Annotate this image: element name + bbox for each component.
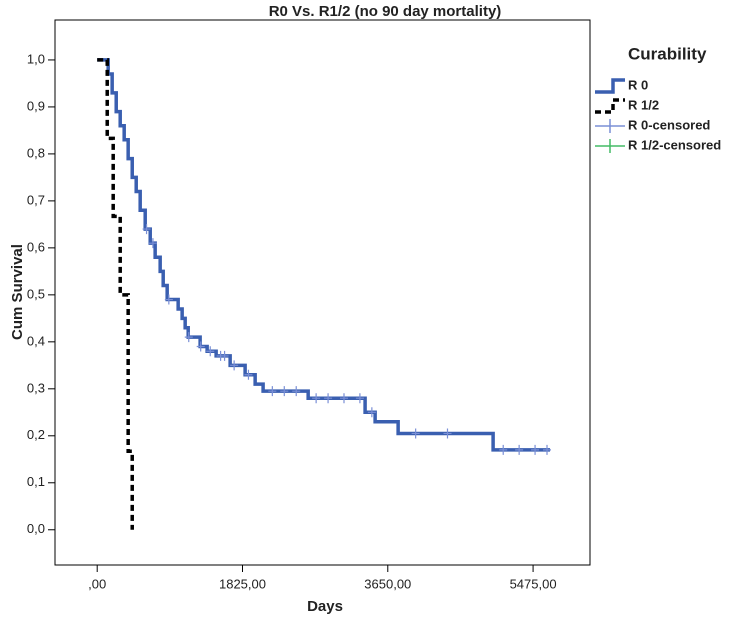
legend-swatch bbox=[595, 98, 625, 114]
legend-label: R 1/2 bbox=[628, 97, 659, 112]
legend-label: R 1/2-censored bbox=[628, 137, 721, 152]
y-tick-label: 0,8 bbox=[27, 145, 45, 160]
y-tick-label: 0,1 bbox=[27, 474, 45, 489]
legend-swatch bbox=[595, 139, 625, 153]
censor-mark bbox=[148, 238, 157, 249]
censor-mark bbox=[411, 428, 420, 439]
censor-mark bbox=[499, 444, 508, 455]
y-axis-label: Cum Survival bbox=[9, 244, 26, 340]
y-tick-label: 0,2 bbox=[27, 427, 45, 442]
censor-mark bbox=[220, 350, 229, 361]
censor-mark bbox=[196, 341, 205, 352]
y-tick-label: 0,5 bbox=[27, 286, 45, 301]
censor-mark bbox=[324, 393, 333, 404]
legend-label: R 0 bbox=[628, 77, 648, 92]
censor-mark bbox=[230, 360, 239, 371]
plot-frame bbox=[54, 19, 591, 566]
legend-swatch bbox=[595, 78, 625, 94]
censor-mark bbox=[164, 294, 173, 305]
censor-mark bbox=[355, 393, 364, 404]
y-tick-label: 0,0 bbox=[27, 521, 45, 536]
x-tick-label: 1825,00 bbox=[219, 576, 266, 591]
y-tick-label: 0,7 bbox=[27, 192, 45, 207]
chart-title: R0 Vs. R1/2 (no 90 day mortality) bbox=[269, 3, 502, 20]
legend-title: Curability bbox=[628, 44, 707, 63]
survival-curve bbox=[97, 58, 134, 530]
censor-mark bbox=[244, 369, 253, 380]
censor-mark bbox=[268, 386, 277, 397]
censor-mark bbox=[531, 444, 540, 455]
legend-swatch bbox=[595, 119, 625, 133]
legend-label: R 0-censored bbox=[628, 117, 710, 132]
x-tick-label: 3650,00 bbox=[364, 576, 411, 591]
censor-mark bbox=[184, 332, 193, 343]
y-tick-label: 1,0 bbox=[27, 51, 45, 66]
x-axis-label: Days bbox=[307, 598, 343, 615]
y-tick-label: 0,6 bbox=[27, 239, 45, 254]
x-tick-label: 5475,00 bbox=[510, 576, 557, 591]
y-tick-label: 0,4 bbox=[27, 333, 45, 348]
y-tick-label: 0,9 bbox=[27, 98, 45, 113]
censor-mark bbox=[543, 444, 552, 455]
censor-mark bbox=[206, 346, 215, 357]
censor-mark bbox=[515, 444, 524, 455]
censor-mark bbox=[312, 393, 321, 404]
x-tick-label: ,00 bbox=[88, 576, 106, 591]
censor-mark bbox=[443, 428, 452, 439]
censor-mark bbox=[280, 386, 289, 397]
censor-mark bbox=[367, 407, 376, 418]
censor-mark bbox=[142, 224, 151, 235]
censor-mark bbox=[339, 393, 348, 404]
censor-mark bbox=[292, 386, 301, 397]
y-tick-label: 0,3 bbox=[27, 380, 45, 395]
